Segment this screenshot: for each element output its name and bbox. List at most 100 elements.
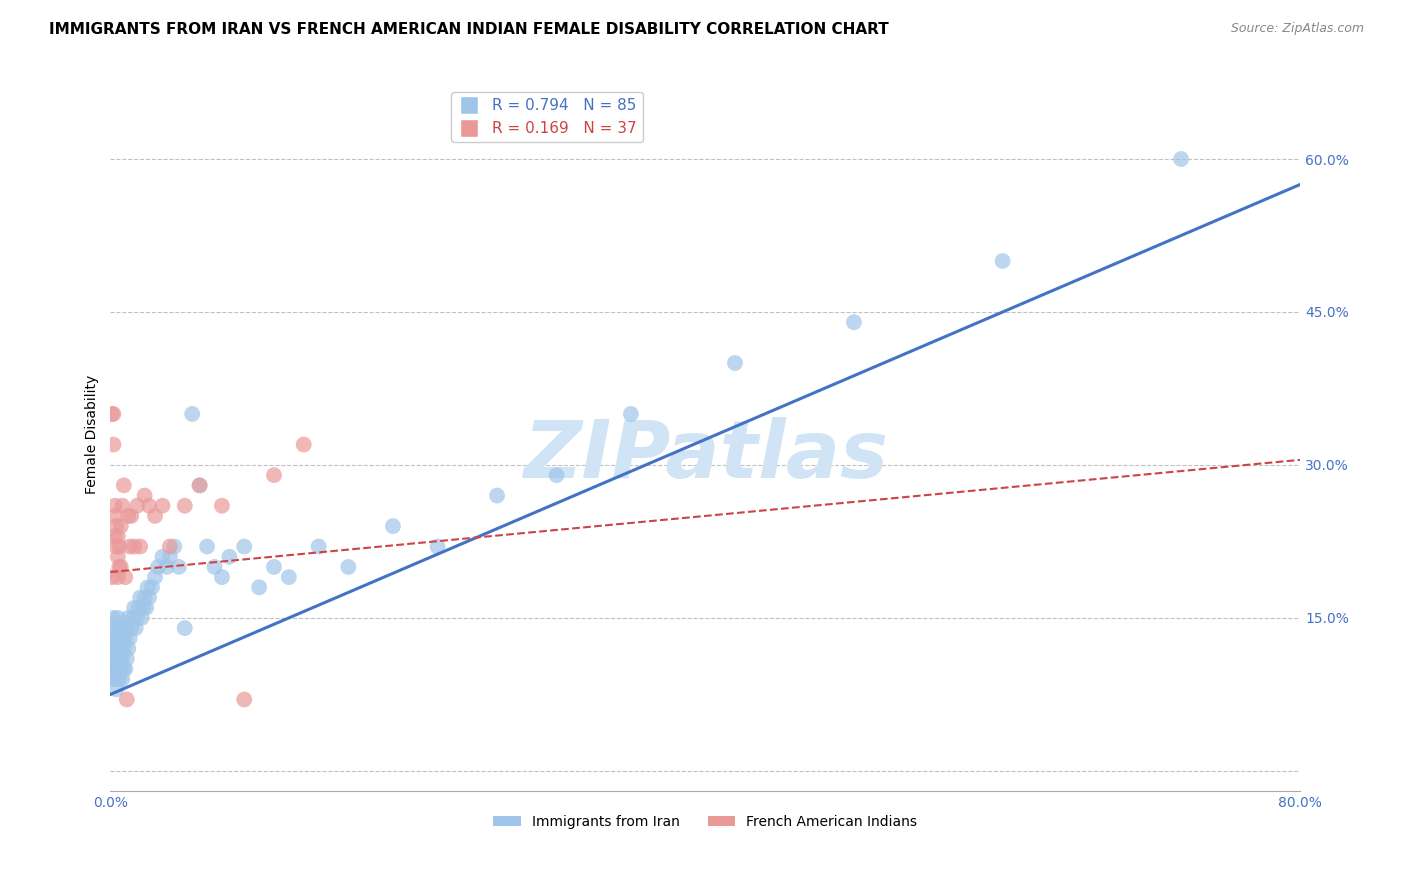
Point (233, 692, 256, 706)
Point (117, 508, 139, 523)
Point (277, 570, 299, 584)
Point (107, 672, 129, 686)
Point (121, 611, 143, 625)
Point (218, 549, 240, 564)
Point (211, 570, 233, 584)
Point (107, 662, 129, 676)
Point (211, 499, 233, 513)
Point (104, 641, 127, 656)
Point (118, 540, 141, 554)
Point (204, 560, 226, 574)
Point (173, 621, 195, 635)
Point (101, 407, 124, 421)
Point (110, 560, 132, 574)
Point (146, 560, 169, 574)
Point (337, 560, 360, 574)
Point (110, 662, 132, 676)
Point (101, 632, 124, 646)
Point (108, 672, 131, 686)
Point (129, 591, 152, 605)
Point (247, 580, 270, 594)
Point (103, 621, 125, 635)
Point (129, 540, 152, 554)
Point (122, 600, 145, 615)
Point (117, 611, 139, 625)
Y-axis label: Female Disability: Female Disability (86, 375, 100, 494)
Text: Source: ZipAtlas.com: Source: ZipAtlas.com (1230, 22, 1364, 36)
Point (105, 682, 128, 697)
Point (110, 632, 132, 646)
Point (122, 540, 145, 554)
Point (131, 611, 153, 625)
Point (143, 508, 166, 523)
Point (134, 489, 156, 503)
Point (105, 540, 128, 554)
Point (101, 662, 124, 676)
Point (188, 478, 211, 492)
Point (426, 540, 449, 554)
Point (103, 672, 125, 686)
Point (136, 580, 159, 594)
Point (104, 632, 127, 646)
Text: IMMIGRANTS FROM IRAN VS FRENCH AMERICAN INDIAN FEMALE DISABILITY CORRELATION CHA: IMMIGRANTS FROM IRAN VS FRENCH AMERICAN … (49, 22, 889, 37)
Point (104, 672, 127, 686)
Point (111, 651, 134, 665)
Point (134, 591, 156, 605)
Point (233, 540, 256, 554)
Point (132, 600, 155, 615)
Point (114, 632, 136, 646)
Point (107, 549, 129, 564)
Text: ZIPatlas: ZIPatlas (523, 417, 887, 495)
Point (104, 662, 127, 676)
Point (111, 632, 134, 646)
Point (108, 560, 131, 574)
Point (103, 437, 125, 451)
Point (105, 519, 128, 533)
Point (104, 529, 127, 543)
Point (546, 468, 568, 483)
Point (135, 600, 157, 615)
Point (159, 540, 181, 554)
Point (105, 662, 128, 676)
Point (159, 549, 181, 564)
Point (120, 621, 142, 635)
Point (117, 641, 139, 656)
Point (112, 641, 135, 656)
Point (104, 651, 127, 665)
Point (107, 651, 129, 665)
Point (181, 407, 204, 421)
Point (105, 641, 128, 656)
Point (108, 540, 131, 554)
Point (112, 478, 135, 492)
Point (114, 570, 136, 584)
Point (127, 611, 149, 625)
Point (108, 641, 131, 656)
Point (107, 632, 129, 646)
Point (101, 651, 124, 665)
Point (108, 651, 131, 665)
Point (114, 662, 136, 676)
Point (620, 407, 643, 421)
Point (152, 499, 174, 513)
Point (292, 437, 315, 451)
Point (173, 499, 195, 513)
Point (188, 478, 211, 492)
Point (128, 600, 150, 615)
Point (143, 570, 166, 584)
Point (724, 356, 747, 370)
Point (991, 254, 1014, 268)
Point (107, 570, 129, 584)
Point (125, 621, 148, 635)
Point (486, 489, 509, 503)
Point (112, 621, 135, 635)
Point (138, 591, 160, 605)
Point (138, 499, 160, 513)
Point (111, 499, 134, 513)
Point (156, 560, 179, 574)
Point (263, 560, 285, 574)
Point (163, 540, 186, 554)
Legend: Immigrants from Iran, French American Indians: Immigrants from Iran, French American In… (488, 809, 922, 834)
Point (101, 570, 124, 584)
Point (1170, 152, 1192, 166)
Point (115, 651, 138, 665)
